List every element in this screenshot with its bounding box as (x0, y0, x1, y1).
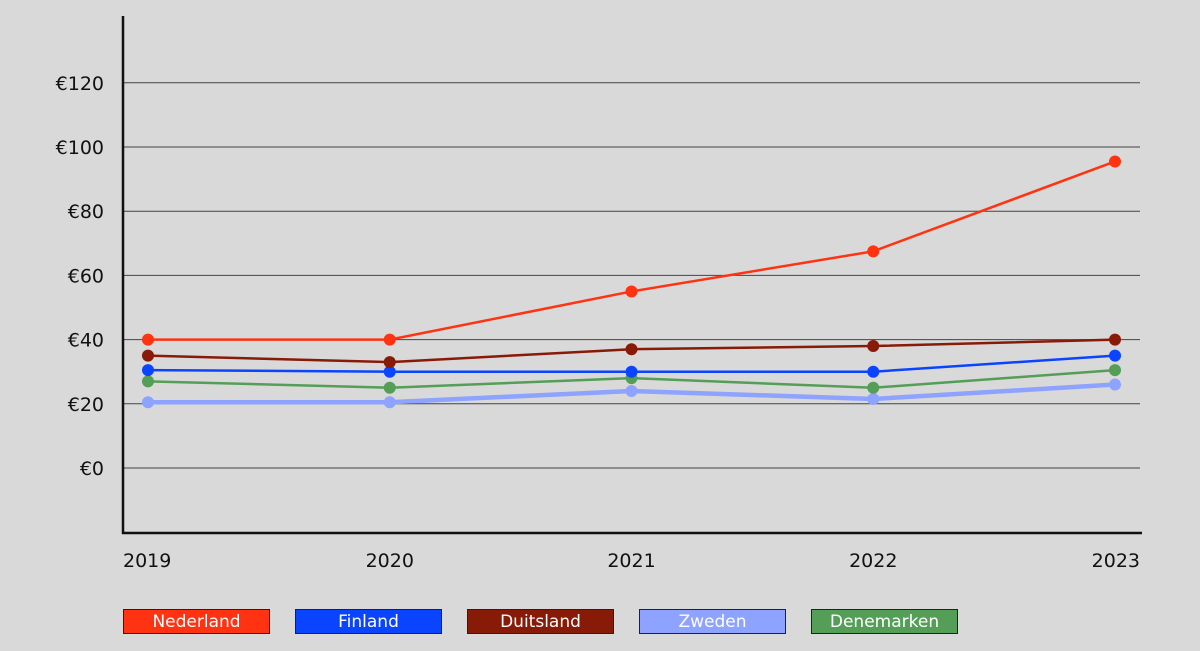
y-tick-label: €20 (68, 394, 104, 416)
legend-item-finland: Finland (295, 609, 442, 634)
data-point-duitsland (867, 340, 880, 353)
legend: Nederland Finland Duitsland Zweden Denemarke… (123, 609, 958, 634)
data-point-denemarken (142, 375, 154, 388)
y-tick-label: €80 (68, 201, 104, 223)
data-point-nederland (625, 285, 638, 298)
x-tick-labels: 2019 2020 2021 2022 2023 (123, 550, 1140, 572)
series-finland (142, 349, 1121, 378)
series-duitsland (142, 333, 1121, 369)
data-point-zweden (867, 392, 880, 405)
data-point-nederland (142, 333, 154, 346)
x-tick-label: 2021 (607, 550, 655, 572)
y-tick-labels: €0 €20 €40 €60 €80 €100 €120 (56, 73, 104, 480)
data-point-finland (383, 365, 396, 378)
legend-item-nederland: Nederland (123, 609, 270, 634)
data-point-duitsland (142, 349, 154, 362)
data-point-denemarken (867, 381, 880, 394)
legend-item-zweden: Zweden (639, 609, 786, 634)
y-tick-label: €40 (68, 330, 104, 352)
data-point-nederland (1109, 155, 1121, 168)
series-line-nederland (148, 160, 1116, 341)
gridlines (123, 82, 1140, 469)
data-point-zweden (383, 396, 396, 409)
x-tick-label: 2020 (366, 550, 414, 572)
data-point-zweden (1109, 378, 1121, 391)
data-point-nederland (383, 333, 396, 346)
data-point-denemarken (383, 381, 396, 394)
legend-item-duitsland: Duitsland (467, 609, 614, 634)
x-tick-label: 2022 (849, 550, 897, 572)
x-tick-label: 2023 (1092, 550, 1140, 572)
data-point-finland (1109, 349, 1121, 362)
data-point-zweden (142, 396, 154, 409)
data-point-nederland (867, 245, 880, 258)
data-point-duitsland (1109, 333, 1121, 346)
y-tick-label: €60 (68, 265, 104, 287)
data-point-zweden (625, 384, 638, 397)
data-point-denemarken (1109, 364, 1121, 377)
data-point-finland (625, 365, 638, 378)
series-lines (142, 155, 1121, 409)
y-tick-label: €120 (56, 73, 104, 95)
x-tick-label: 2019 (123, 550, 171, 572)
data-point-duitsland (383, 356, 396, 369)
data-point-finland (142, 364, 154, 377)
y-tick-label: €100 (56, 137, 104, 159)
series-nederland (142, 155, 1121, 346)
data-point-duitsland (625, 343, 638, 356)
data-point-finland (867, 365, 880, 378)
series-zweden (142, 378, 1121, 409)
legend-item-denemarken: Denemarken (811, 609, 958, 634)
y-tick-label: €0 (80, 458, 104, 480)
